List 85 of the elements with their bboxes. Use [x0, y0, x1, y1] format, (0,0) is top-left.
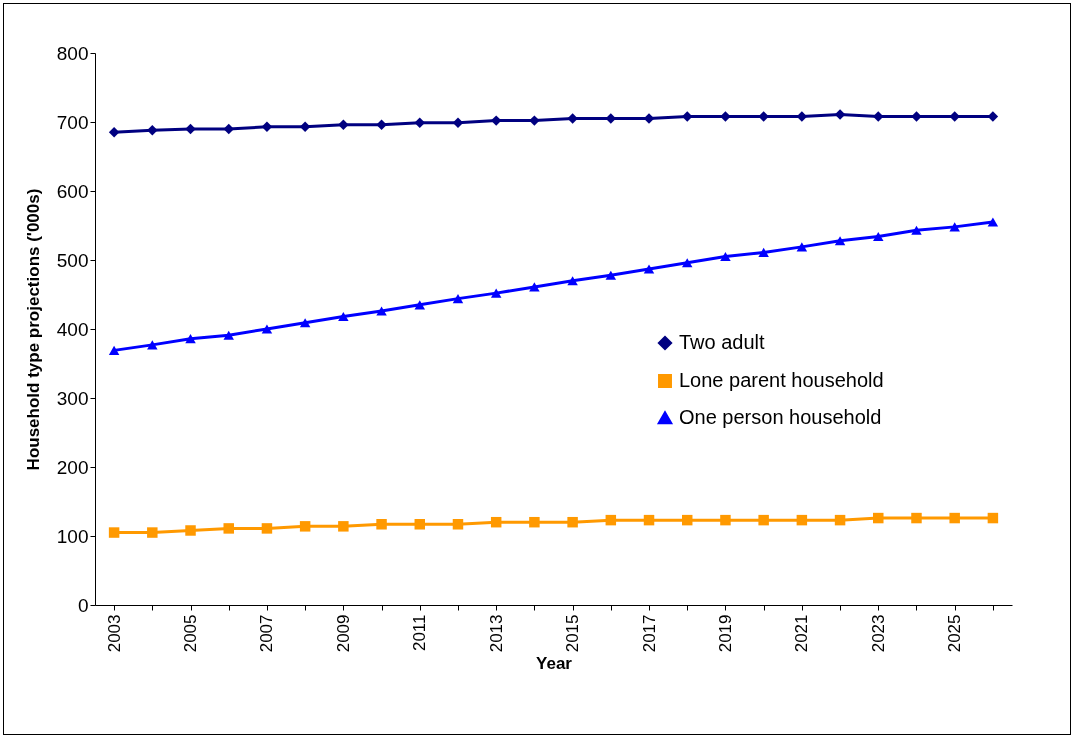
- point: [299, 521, 311, 532]
- point: [873, 232, 884, 242]
- point: [108, 127, 120, 138]
- point: [681, 258, 693, 268]
- point: [873, 512, 884, 524]
- x-axis-title: Year: [536, 654, 573, 674]
- point: [605, 514, 617, 526]
- y-axis-title: Household type projections ('000s): [23, 188, 43, 471]
- point: [567, 516, 578, 528]
- point: [911, 111, 922, 122]
- point: [452, 519, 464, 530]
- point: [529, 282, 540, 292]
- legend-label: Two adult: [679, 331, 766, 353]
- point: [261, 121, 273, 133]
- point: [376, 306, 387, 316]
- point: [529, 115, 540, 126]
- point: [720, 514, 731, 526]
- point: [796, 242, 808, 252]
- point: [108, 345, 120, 355]
- point: [261, 324, 273, 334]
- y-tick-label: 500: [56, 249, 89, 271]
- x-tick-label: 2013: [486, 614, 506, 653]
- y-tick-label: 100: [56, 525, 89, 547]
- point: [185, 123, 196, 135]
- point: [949, 512, 960, 524]
- point: [185, 525, 196, 536]
- y-tick-label: 600: [56, 180, 89, 202]
- point: [834, 514, 846, 526]
- point: [681, 514, 693, 526]
- point: [299, 318, 311, 328]
- y-tick-label: 0: [77, 594, 89, 616]
- point: [338, 312, 349, 322]
- y-tick-label: 400: [56, 318, 89, 340]
- point: [414, 300, 426, 310]
- point: [147, 527, 158, 538]
- point: [376, 119, 387, 130]
- point: [414, 519, 426, 530]
- point: [834, 109, 846, 120]
- point: [567, 113, 578, 124]
- point: [261, 523, 273, 534]
- point: [452, 294, 464, 304]
- point: [338, 521, 349, 532]
- point: [338, 119, 349, 130]
- point: [567, 276, 578, 286]
- point: [720, 252, 731, 262]
- point: [911, 225, 922, 235]
- x-tick-label: 2025: [945, 614, 965, 653]
- point: [490, 516, 502, 528]
- point: [605, 270, 617, 280]
- x-tick-label: 2003: [104, 614, 124, 653]
- point: [147, 340, 158, 350]
- x-tick-label: 2007: [257, 614, 277, 653]
- point: [376, 519, 387, 530]
- x-tick-label: 2021: [792, 614, 812, 653]
- point: [949, 222, 960, 232]
- point: [643, 264, 655, 274]
- point: [147, 125, 158, 136]
- x-tick-label: 2023: [868, 614, 888, 653]
- legend-label: One person household: [679, 406, 882, 428]
- x-tick-label: 2009: [333, 614, 353, 653]
- point: [223, 523, 234, 534]
- point: [758, 247, 769, 257]
- y-tick-label: 700: [56, 111, 89, 133]
- point: [758, 514, 769, 526]
- point: [223, 123, 234, 135]
- point: [796, 514, 808, 526]
- x-tick-label: 2019: [715, 614, 735, 653]
- point: [185, 334, 196, 344]
- y-tick-label: 200: [56, 456, 89, 478]
- x-tick-label: 2005: [181, 614, 201, 653]
- point: [834, 236, 846, 246]
- point: [987, 512, 999, 524]
- point: [643, 514, 655, 526]
- x-tick-label: 2017: [639, 614, 659, 653]
- x-tick-label: 2015: [563, 614, 583, 653]
- y-tick-label: 300: [56, 387, 89, 409]
- y-tick-label: 800: [56, 42, 89, 64]
- x-tick-label: 2011: [410, 614, 430, 652]
- legend-label: Lone parent household: [679, 369, 884, 391]
- point: [223, 330, 234, 340]
- point: [108, 527, 120, 538]
- point: [529, 516, 540, 528]
- point: [911, 512, 922, 524]
- point: [490, 288, 502, 298]
- point: [987, 217, 999, 227]
